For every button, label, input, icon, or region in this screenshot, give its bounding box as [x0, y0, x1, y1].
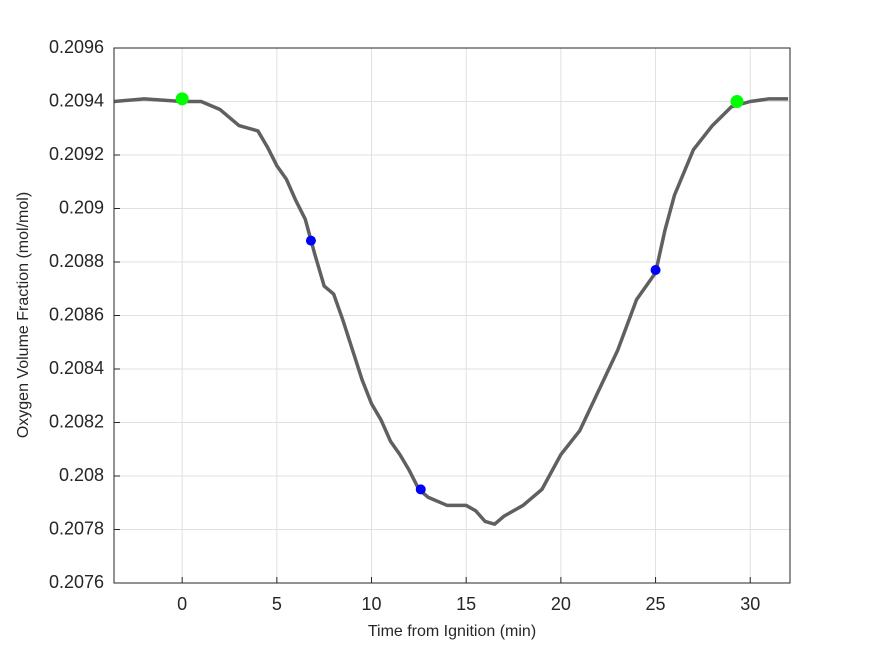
y-tick-label: 0.208	[59, 465, 104, 485]
y-tick-label: 0.2092	[49, 144, 104, 164]
data-point	[730, 95, 744, 108]
x-tick-label: 5	[272, 594, 282, 614]
x-tick-label: 10	[362, 594, 382, 614]
y-tick-label: 0.209	[59, 197, 104, 217]
y-tick-label: 0.2094	[49, 90, 104, 110]
y-tick-label: 0.2086	[49, 304, 104, 324]
y-axis-label: Oxygen Volume Fraction (mol/mol)	[15, 192, 32, 438]
data-point	[650, 265, 661, 276]
y-tick-label: 0.2088	[49, 251, 104, 271]
x-tick-label: 15	[456, 594, 476, 614]
y-tick-label: 0.2096	[49, 37, 104, 57]
y-tick-label: 0.2084	[49, 358, 104, 378]
data-point	[415, 484, 426, 495]
x-axis-label: Time from Ignition (min)	[368, 623, 536, 640]
data-point	[175, 92, 189, 106]
x-tick-label: 30	[740, 594, 760, 614]
x-tick-label: 20	[551, 594, 571, 614]
data-point	[305, 235, 316, 246]
y-tick-label: 0.2076	[49, 572, 104, 592]
x-tick-label: 0	[177, 594, 187, 614]
y-tick-label: 0.2078	[49, 518, 104, 538]
axes-box	[113, 47, 791, 584]
x-tick-label: 25	[646, 594, 666, 614]
y-tick-label: 0.2082	[49, 411, 104, 431]
